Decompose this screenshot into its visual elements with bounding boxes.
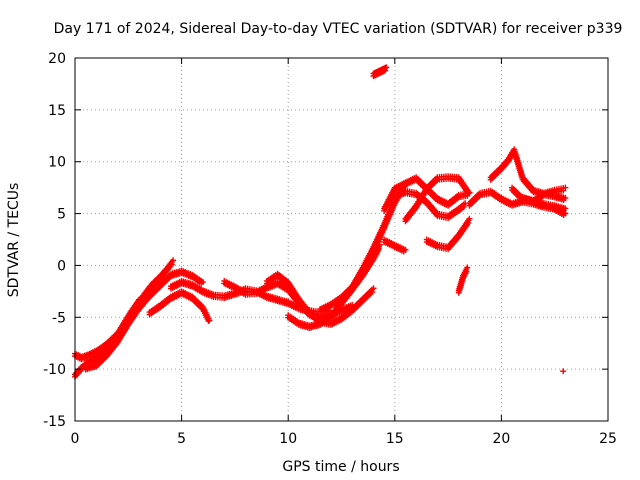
series-track-m: [391, 187, 469, 222]
data-point: [463, 268, 470, 275]
data-point: [562, 184, 569, 191]
series-track-b: [72, 277, 164, 363]
series-track-d: [146, 288, 213, 324]
data-point: [465, 190, 472, 197]
x-axis-label: GPS time / hours: [282, 459, 399, 475]
x-tick-label: 10: [279, 431, 297, 447]
grid-lines: [75, 58, 608, 421]
data-point: [382, 67, 389, 74]
x-tick-label: 15: [386, 431, 404, 447]
data-point: [460, 203, 467, 210]
series-track-c: [82, 267, 206, 373]
data-point: [402, 246, 409, 253]
x-tick-label: 5: [177, 431, 186, 447]
data-point: [383, 64, 390, 71]
series-track-q: [455, 264, 471, 296]
y-tick-label: -15: [43, 414, 66, 430]
series-track-k: [370, 64, 390, 80]
series-track-l: [381, 174, 473, 214]
data-point: [170, 257, 177, 264]
data-point: [464, 264, 471, 271]
axis-ticks: 0 5 10 15 20 25 -15 -10 -5 0 5 10 15 20: [43, 51, 617, 447]
series-track-o: [381, 236, 409, 255]
data-point: [368, 289, 375, 296]
series-track-g: [263, 270, 377, 328]
series-track-p: [423, 215, 473, 253]
data-point: [562, 195, 569, 202]
data-point: [199, 279, 206, 286]
data-point: [560, 368, 567, 375]
data-point: [562, 210, 569, 217]
plot-frame: [74, 57, 609, 422]
y-tick-label: 10: [48, 155, 66, 171]
x-tick-label: 20: [492, 431, 510, 447]
data-point: [206, 317, 213, 324]
y-tick-label: 15: [48, 103, 66, 119]
data-points: [72, 64, 569, 380]
chart-title: Day 171 of 2024, Sidereal Day-to-day VTE…: [54, 21, 623, 37]
series-track-v: [560, 368, 567, 375]
y-axis-label: SDTVAR / TECUs: [6, 183, 22, 298]
data-point: [376, 241, 383, 248]
series-track-n: [402, 173, 473, 225]
y-tick-label: -5: [52, 310, 66, 326]
data-point: [168, 261, 175, 268]
data-point: [466, 189, 473, 196]
data-point: [375, 245, 382, 252]
y-tick-label: 5: [57, 207, 66, 223]
y-tick-label: 0: [57, 258, 66, 274]
data-point: [466, 215, 473, 222]
series-track-j: [338, 241, 383, 308]
x-tick-label: 25: [599, 431, 617, 447]
y-tick-label: -10: [43, 362, 66, 378]
x-tick-label: 0: [71, 431, 80, 447]
data-point: [465, 219, 472, 226]
data-point: [562, 205, 569, 212]
series-track-u: [519, 193, 569, 214]
y-tick-label: 20: [48, 51, 66, 67]
data-point: [370, 285, 377, 292]
